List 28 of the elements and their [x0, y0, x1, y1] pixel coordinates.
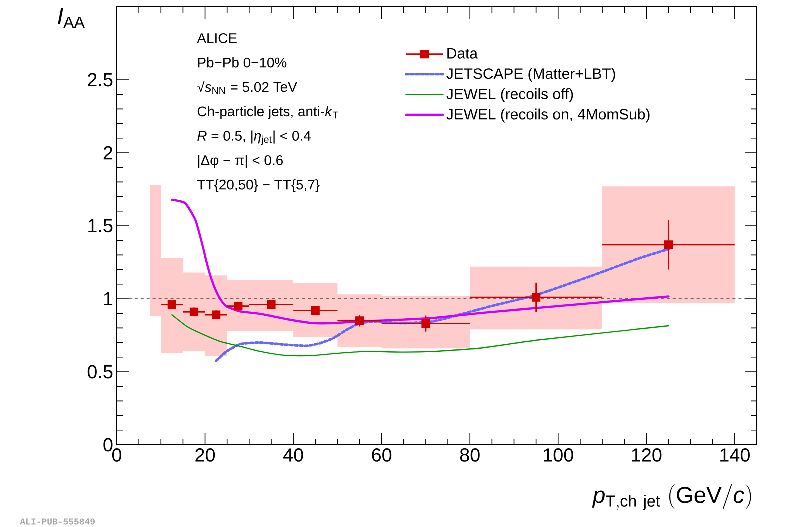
x-tick-label: 60: [372, 448, 392, 462]
legend-label: JEWEL (recoils on, 4MomSub): [446, 108, 650, 123]
y-tick-label: 1.5: [88, 219, 113, 233]
x-tick-label: 80: [460, 448, 480, 462]
x-tick-label: 140: [720, 448, 750, 462]
y-axis-title: $\mathit{I}_{\mathrm{AA}}$: [58, 8, 85, 28]
y-tick-label: 0: [104, 438, 113, 452]
text: ALI-PUB-555849: [20, 518, 95, 525]
annotation: TT{20,50} − TT{5,7}: [198, 180, 320, 193]
legend-label: Data: [448, 48, 478, 59]
annotation: R = 0.5, |η$_{jet}$| < 0.4: [198, 130, 311, 146]
x-axis-title: $\mathit{p}_{\mathrm{T,ch\ jet}}\ (\mathrm{GeV}/\mathit{c})$: [592, 484, 752, 510]
x-tick-label: 100: [544, 448, 574, 462]
annotation: ALICE: [197, 33, 237, 44]
y-tick-label: 2.5: [88, 73, 113, 87]
x-tick-label: 120: [632, 448, 662, 462]
annotation: |Δφ − π| < 0.6: [198, 155, 283, 168]
x-tick-label: 20: [196, 448, 216, 462]
x-tick-label: 40: [283, 448, 304, 462]
annotation: √s$_{NN}$ = 5.02 TeV: [198, 81, 298, 94]
y-tick-label: 2: [104, 146, 113, 160]
x-tick-label: 0: [112, 448, 122, 462]
annotation: Ch-particle jets, anti-k$_{T}$: [198, 106, 338, 120]
y-tick-label: 0.5: [88, 365, 113, 379]
annotation: Pb−Pb 0−10%: [198, 58, 287, 68]
y-tick-label: 1: [104, 292, 113, 306]
legend-label: JETSCAPE (Matter+LBT): [446, 68, 616, 82]
legend-label: JEWEL (recoils off): [446, 88, 574, 102]
